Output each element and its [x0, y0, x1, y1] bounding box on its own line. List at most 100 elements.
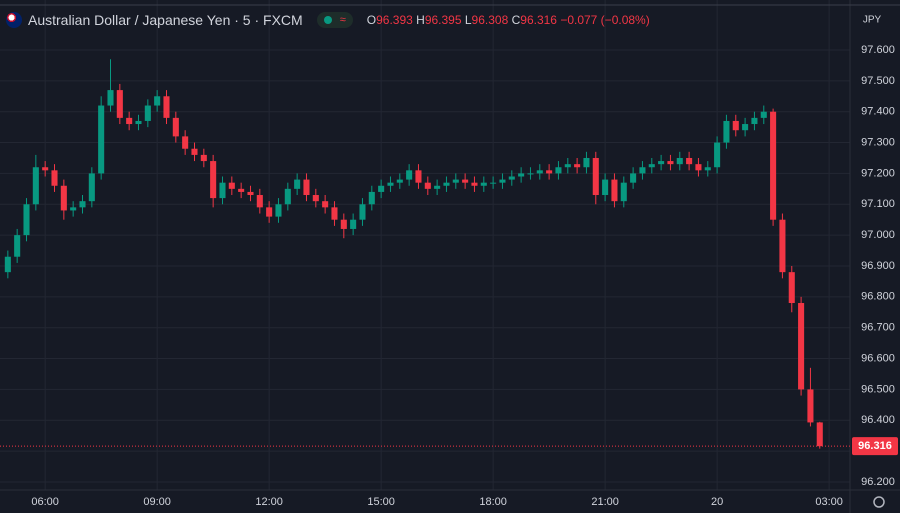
candle-body	[564, 164, 571, 168]
candle-body	[378, 185, 385, 192]
candle-body	[219, 182, 226, 199]
last-price-label: 96.316	[858, 440, 892, 452]
legend-value: 96.393	[376, 13, 413, 27]
candle-body	[350, 219, 357, 229]
candle-body	[658, 161, 665, 165]
candle-body	[424, 182, 431, 189]
candle-body	[574, 164, 581, 168]
candle-body	[340, 219, 347, 229]
candle-body	[480, 182, 487, 186]
symbol-icon	[6, 12, 22, 28]
candle-body	[88, 173, 95, 202]
candle-body	[508, 176, 515, 180]
settings-button[interactable]	[873, 496, 885, 508]
candle-body	[70, 207, 77, 211]
y-tick-label: 96.700	[861, 322, 895, 334]
candle-body	[294, 179, 301, 189]
candle-body	[238, 188, 245, 192]
y-tick-label: 97.500	[861, 75, 895, 87]
candle-body	[779, 219, 786, 273]
last-price-box	[852, 437, 898, 456]
candle-body	[620, 182, 627, 202]
candle-body	[676, 157, 683, 165]
candle-body	[686, 157, 693, 165]
y-tick-label: 96.400	[861, 414, 895, 426]
candle-body	[228, 182, 235, 189]
y-tick-label: 97.200	[861, 167, 895, 179]
candle-body	[79, 201, 86, 208]
candle-body	[648, 164, 655, 168]
x-tick-label: 18:00	[479, 496, 507, 508]
candle-body	[536, 170, 543, 174]
candle-body	[247, 191, 254, 196]
candle-body	[51, 170, 58, 186]
candle-body	[452, 179, 459, 183]
candle-body	[172, 117, 179, 137]
x-tick-label: 12:00	[255, 496, 283, 508]
candle-body	[42, 167, 49, 171]
y-tick-label: 96.600	[861, 352, 895, 364]
candle-body	[490, 182, 497, 184]
candle-body	[611, 179, 618, 202]
legend-value: 96.316	[520, 13, 557, 27]
x-tick-label: 09:00	[143, 496, 171, 508]
candle-body	[163, 96, 170, 118]
candle-body	[210, 161, 217, 199]
candle-body	[742, 124, 749, 131]
candle-body	[630, 173, 637, 183]
candle-body	[116, 90, 123, 118]
candle-body	[639, 167, 646, 174]
candle-body	[14, 235, 21, 257]
y-tick-label: 96.800	[861, 291, 895, 303]
candle-body	[303, 179, 310, 196]
candle-body	[154, 96, 161, 106]
candle-body	[312, 195, 319, 202]
candle-body	[359, 204, 366, 220]
candle-body	[583, 157, 590, 168]
candle-body	[32, 167, 39, 205]
legend-label: C	[511, 13, 521, 27]
candle-body	[322, 201, 329, 208]
candle-body	[816, 422, 823, 447]
legend-label: O	[366, 13, 377, 27]
y-tick-label: 97.600	[861, 44, 895, 56]
y-tick-label: 96.200	[861, 476, 895, 488]
header: Australian Dollar / Japanese Yen · 5 · F…	[6, 12, 650, 28]
legend-change: −0.077 (−0.08%)	[560, 13, 650, 27]
candle-body	[443, 182, 450, 186]
candle-body	[98, 105, 105, 174]
candle-body	[732, 120, 739, 131]
candle-body	[723, 120, 730, 143]
candle-body	[770, 111, 777, 220]
candle-body	[546, 170, 553, 174]
x-tick-label: 20	[711, 496, 723, 508]
candle-body	[798, 303, 805, 390]
y-tick-label: 97.300	[861, 136, 895, 148]
candle-body	[518, 173, 525, 177]
candle-body	[275, 204, 282, 217]
candle-body	[331, 207, 338, 220]
ohlc-legend: O96.393 H96.395 L96.308 C96.316 −0.077 (…	[367, 13, 650, 27]
candle-body	[107, 90, 114, 106]
x-tick-label: 03:00	[815, 496, 843, 508]
candle-body	[368, 191, 375, 205]
candle-body	[751, 117, 758, 125]
candle-body	[284, 188, 291, 205]
candle-body	[760, 111, 767, 118]
candle-body	[602, 179, 609, 196]
status-pill[interactable]: ≈	[316, 12, 353, 28]
legend-label: L	[464, 13, 472, 27]
candle-body	[60, 185, 67, 211]
x-tick-label: 15:00	[367, 496, 395, 508]
candle-body	[704, 167, 711, 171]
candle-body	[462, 179, 469, 183]
candle-body	[182, 136, 189, 149]
y-tick-label: 96.900	[861, 260, 895, 272]
symbol-title[interactable]: Australian Dollar / Japanese Yen · 5 · F…	[28, 12, 303, 28]
y-tick-label: 97.400	[861, 106, 895, 118]
candle-body	[126, 117, 133, 125]
candle-body	[714, 142, 721, 168]
